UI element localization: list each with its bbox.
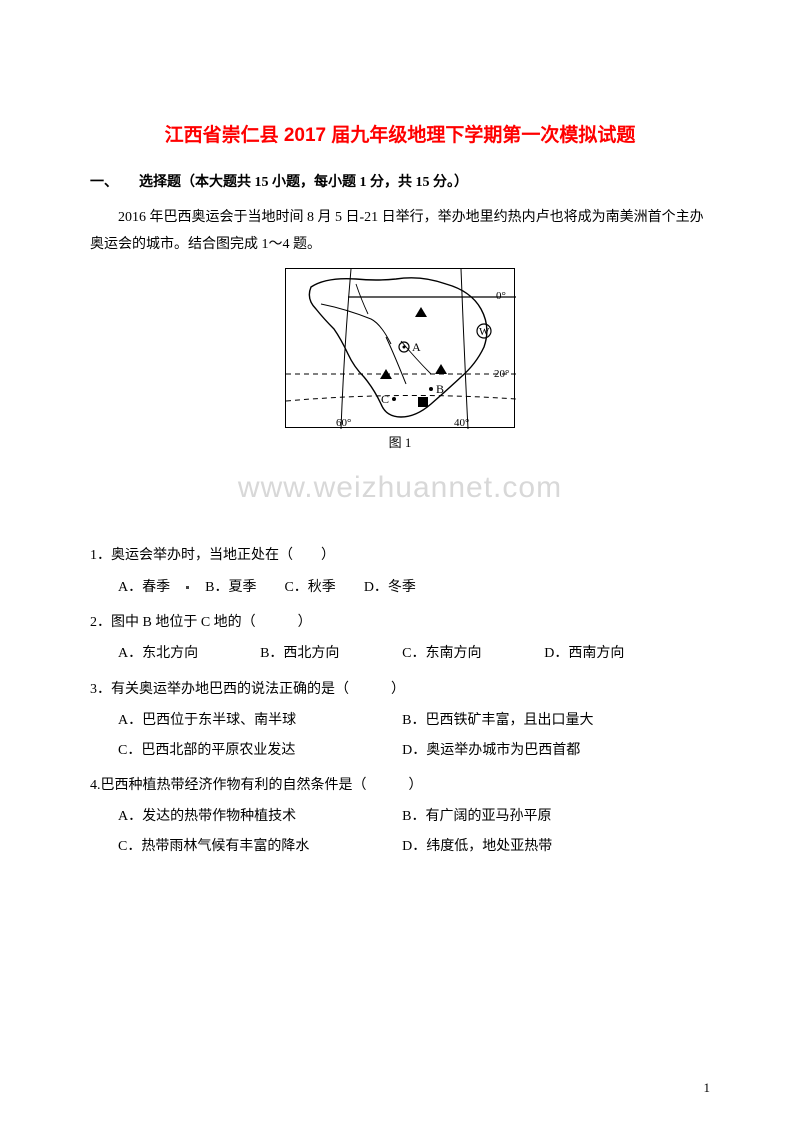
lon-40-label: 40° — [454, 417, 469, 429]
question-1: 1．奥运会举办时，当地正处在（ ） A．春季 B．夏季 C．秋季 D．冬季 — [90, 541, 710, 602]
q2-options: A．东北方向B．西北方向C．东南方向D．西南方向 — [90, 639, 710, 668]
exam-title: 江西省崇仁县 2017 届九年级地理下学期第一次模拟试题 — [90, 120, 710, 147]
q1-stem: 1．奥运会举办时，当地正处在（ ） — [90, 541, 710, 570]
watermark-text: www.weizhuannet.com — [90, 471, 710, 505]
q4-opt-c: C．热带雨林气候有丰富的降水 — [118, 832, 402, 861]
q1-opt-c: C．秋季 — [284, 573, 335, 602]
marker-c-label: C — [381, 392, 389, 406]
q3-opt-c: C．巴西北部的平原农业发达 — [118, 736, 402, 765]
question-4: 4.巴西种植热带经济作物有利的自然条件是（ ） A．发达的热带作物种植技术B．有… — [90, 771, 710, 861]
lat-20-label: 20° — [494, 368, 509, 380]
q4-stem: 4.巴西种植热带经济作物有利的自然条件是（ ） — [90, 771, 710, 800]
brazil-map: A B C W 0° 20° 60° 40° — [285, 268, 515, 428]
q4-options: A．发达的热带作物种植技术B．有广阔的亚马孙平原 C．热带雨林气候有丰富的降水D… — [90, 802, 710, 861]
q4-opt-d: D．纬度低，地处亚热带 — [402, 832, 686, 861]
q3-stem: 3．有关奥运举办地巴西的说法正确的是（ ） — [90, 675, 710, 704]
figure-caption: 图 1 — [285, 432, 515, 451]
intro-paragraph: 2016 年巴西奥运会于当地时间 8 月 5 日-21 日举行，举办地里约热内卢… — [90, 205, 710, 258]
q1-opt-a: A．春季 — [118, 573, 170, 602]
q2-opt-c: C．东南方向 — [402, 639, 544, 668]
q3-opt-b: B．巴西铁矿丰富，且出口量大 — [402, 706, 686, 735]
q1-opt-b: B．夏季 — [205, 573, 256, 602]
q3-opt-d: D．奥运举办城市为巴西首都 — [402, 736, 686, 765]
section-heading: 一、 选择题（本大题共 15 小题，每小题 1 分，共 15 分。） — [90, 171, 710, 191]
question-3: 3．有关奥运举办地巴西的说法正确的是（ ） A．巴西位于东半球、南半球B．巴西铁… — [90, 675, 710, 765]
q2-opt-b: B．西北方向 — [260, 639, 402, 668]
marker-b-label: B — [436, 382, 444, 396]
question-2: 2．图中 B 地位于 C 地的（ ） A．东北方向B．西北方向C．东南方向D．西… — [90, 608, 710, 669]
q2-stem: 2．图中 B 地位于 C 地的（ ） — [90, 608, 710, 637]
q1-options: A．春季 B．夏季 C．秋季 D．冬季 — [90, 573, 710, 602]
q4-opt-b: B．有广阔的亚马孙平原 — [402, 802, 686, 831]
page-number: 1 — [704, 1080, 711, 1096]
dot-separator — [186, 586, 189, 589]
lat-0-label: 0° — [496, 290, 506, 302]
q4-opt-a: A．发达的热带作物种植技术 — [118, 802, 402, 831]
marker-a-label: A — [412, 340, 421, 354]
q2-opt-a: A．东北方向 — [118, 639, 260, 668]
lon-60-label: 60° — [336, 417, 351, 429]
q3-opt-a: A．巴西位于东半球、南半球 — [118, 706, 402, 735]
q1-opt-d: D．冬季 — [364, 573, 416, 602]
figure-container: A B C W 0° 20° 60° 40° 图 1 — [90, 268, 710, 451]
q2-opt-d: D．西南方向 — [544, 639, 686, 668]
q3-options: A．巴西位于东半球、南半球B．巴西铁矿丰富，且出口量大 C．巴西北部的平原农业发… — [90, 706, 710, 765]
marker-w-label: W — [479, 326, 490, 338]
